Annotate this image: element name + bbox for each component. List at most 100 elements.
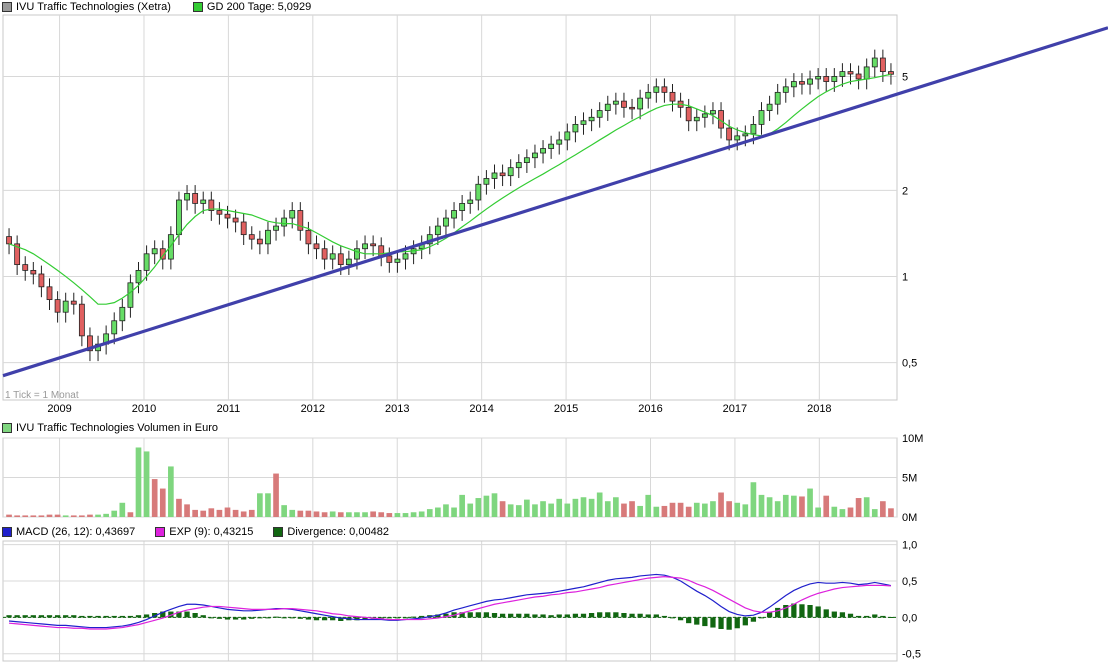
volume-swatch-icon (2, 423, 12, 433)
volume-bar (14, 515, 20, 517)
volume-bar (111, 510, 118, 517)
price-candle (734, 135, 741, 141)
divergence-bar (702, 617, 708, 627)
divergence-bar (232, 617, 239, 620)
volume-bar (240, 511, 247, 517)
series-swatch-icon (2, 2, 12, 12)
divergence-bar (152, 613, 158, 618)
volume-bar (354, 512, 360, 517)
price-candle (807, 78, 813, 85)
divergence-bar (249, 617, 255, 619)
volume-bar (435, 507, 441, 517)
volume-bar (378, 512, 385, 517)
macd-swatch-icon (2, 527, 12, 537)
price-candle (200, 199, 207, 204)
volume-bar (596, 492, 603, 517)
x-tick-label: 2013 (385, 403, 409, 415)
exp-legend-label: EXP (9): 0,43215 (169, 526, 254, 538)
divergence-bar (499, 613, 506, 618)
price-candle (184, 193, 190, 201)
price-panel: 2009 2010 2011 2012 2013 2014 2015 2016 2017 2018… (2, 14, 1108, 415)
divergence-bar (338, 617, 344, 621)
price-candle (451, 210, 457, 219)
macd-line (8, 573, 892, 629)
volume-bar (337, 512, 344, 517)
price-candle (710, 110, 716, 115)
price-candle (766, 103, 773, 111)
price-candle (208, 199, 215, 211)
volume-bar (95, 514, 101, 517)
volume-bar (168, 466, 174, 517)
price-candle (645, 91, 652, 99)
price-candle (345, 258, 352, 266)
volume-bar (70, 515, 77, 517)
divergence-bar (637, 613, 643, 618)
price-candle (669, 91, 676, 102)
price-candle (515, 162, 522, 169)
volume-bar (621, 503, 627, 517)
divergence-bar (613, 612, 619, 618)
divergence-bar (297, 617, 303, 619)
volume-bar (6, 514, 12, 517)
volume-bar (831, 506, 838, 517)
price-candle (863, 66, 870, 80)
divergence-bar (273, 616, 279, 618)
volume-bar (880, 501, 886, 517)
volume-bar (863, 497, 870, 517)
divergence-bar (572, 613, 579, 618)
volume-bar (750, 482, 757, 517)
divergence-bar (176, 611, 182, 618)
divergence-bar (815, 606, 821, 618)
divergence-bar (556, 614, 562, 618)
volume-bar (677, 502, 684, 517)
price-candle (888, 71, 894, 75)
price-candle (30, 269, 37, 275)
price-candle (523, 157, 530, 163)
price-candle (556, 139, 563, 145)
price-candle (87, 335, 93, 352)
divergence-bar (564, 614, 570, 618)
price-candle (604, 103, 611, 111)
volume-bar (443, 504, 449, 517)
price-candle (434, 225, 441, 236)
price-legend: IVU Traffic Technologies (Xetra) GD 200 … (2, 0, 311, 14)
volume-bar (507, 504, 514, 517)
macd-legend-label: MACD (26, 12): 0,43697 (16, 526, 136, 538)
tick-note-label: 1 Tick = 1 Monat (5, 390, 79, 401)
volume-y-tick-label: 10M (902, 433, 923, 445)
divergence-bar (265, 617, 271, 619)
volume-panel: 0M 5M 10M (2, 433, 923, 524)
volume-bar (451, 507, 457, 517)
volume-bar (604, 501, 611, 517)
volume-bar (653, 506, 660, 517)
divergence-bar (742, 617, 748, 626)
divergence-bar (14, 615, 20, 618)
volume-bar (459, 494, 465, 517)
volume-bar (273, 473, 279, 517)
x-tick-label: 2011 (217, 403, 241, 415)
volume-bar (370, 511, 376, 517)
divergence-bar (95, 615, 101, 618)
volume-bar (135, 447, 142, 517)
divergence-bar (30, 615, 36, 618)
divergence-bar (710, 617, 716, 628)
price-y-tick-label: 2 (902, 185, 908, 197)
price-candle (774, 91, 781, 105)
divergence-bar (791, 603, 797, 618)
price-candle (790, 81, 797, 88)
price-candle (629, 106, 635, 110)
x-tick-label: 2009 (47, 403, 71, 415)
divergence-bar (597, 612, 603, 618)
price-candle (111, 320, 118, 335)
divergence-bar (184, 611, 190, 618)
divergence-bar (677, 617, 684, 621)
divergence-bar (872, 614, 878, 618)
divergence-bar (726, 617, 732, 630)
volume-bar (281, 505, 287, 517)
divergence-bar (718, 617, 724, 629)
divergence-bar (410, 616, 417, 618)
volume-bar (386, 513, 393, 517)
volume-bar (532, 504, 538, 517)
divergence-bar (241, 617, 247, 620)
